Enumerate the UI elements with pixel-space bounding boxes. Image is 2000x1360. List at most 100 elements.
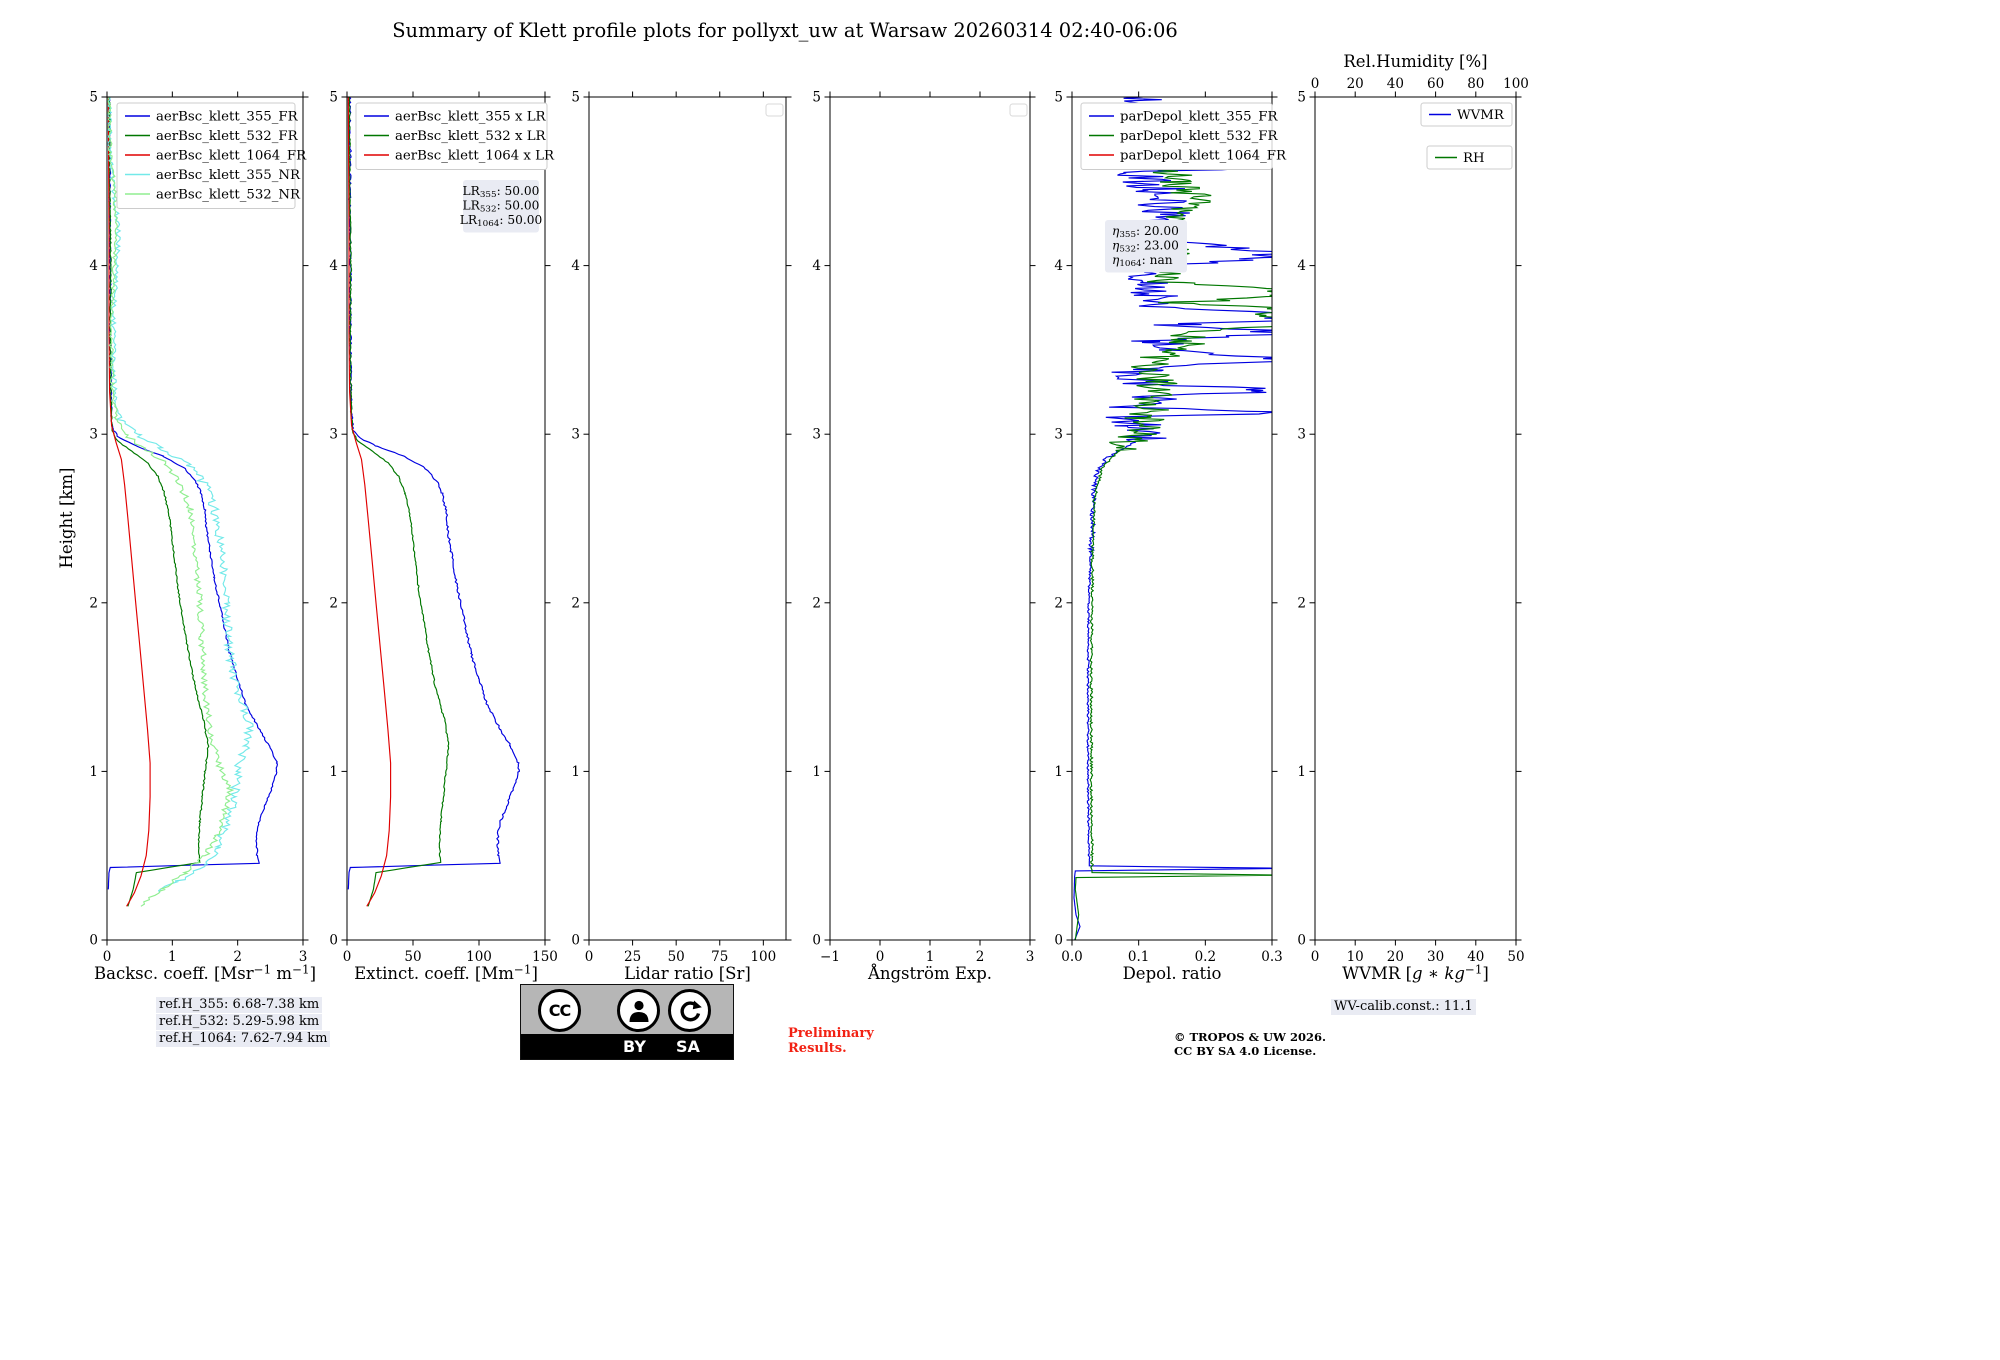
legend-label: aerBsc_klett_355 x LR: [395, 110, 547, 125]
y-tick-label: 0: [812, 933, 821, 949]
y-tick-label: 4: [812, 258, 821, 274]
ref-height-355: ref.H_355: 6.68-7.38 km: [156, 997, 323, 1013]
y-tick-label: 5: [1054, 90, 1063, 106]
legend-label: aerBsc_klett_355_FR: [156, 110, 299, 125]
wv-calib-note: WV-calib.const.: 11.1: [1331, 999, 1476, 1015]
annotation-line: LR532: 50.00: [463, 199, 540, 215]
preliminary-line-1: Preliminary: [788, 1026, 874, 1041]
annotation-box: [463, 180, 539, 233]
panel-backscatter: 0 1 2 3 0 1 2 3 4 5 Backsc. coeff. [Msr−1 m−1] Heig…: [57, 90, 316, 984]
x-tick-label: 1: [168, 949, 177, 965]
cc-icon: CC: [538, 989, 581, 1032]
annotation-line: LR1064: 50.00: [460, 213, 542, 229]
x-tick-top-label: 80: [1467, 76, 1484, 92]
copyright-line-1: © TROPOS & UW 2026.: [1174, 1030, 1326, 1044]
x-tick-label: 2: [976, 949, 985, 965]
share-alike-icon: [668, 989, 711, 1032]
x-axis-label: Ångström Exp.: [867, 963, 992, 983]
y-tick-label: 3: [571, 427, 580, 443]
y-tick-label: 1: [89, 764, 98, 780]
y-tick-label: 1: [1297, 764, 1306, 780]
cc-badge-bar: BY SA: [521, 1034, 733, 1059]
annotation-line: η532: 23.00: [1112, 239, 1179, 255]
copyright-line-2: CC BY SA 4.0 License.: [1174, 1043, 1317, 1058]
y-tick-label: 4: [329, 258, 338, 274]
series-aerExt_klett_1064: [347, 97, 392, 907]
x-tick-label: 10: [1347, 949, 1364, 965]
copyright-note: © TROPOS & UW 2026. CC BY SA 4.0 License…: [1174, 1030, 1326, 1058]
x-tick-top-label: 100: [1503, 76, 1529, 92]
y-tick-label: 3: [1054, 427, 1063, 443]
y-tick-label: 0: [571, 933, 580, 949]
x-tick-label: 0: [876, 949, 885, 965]
y-tick-label: 4: [571, 258, 580, 274]
x-tick-label: 100: [466, 949, 492, 965]
x-tick-label: 3: [1026, 949, 1035, 965]
preliminary-line-2: Results.: [788, 1041, 847, 1056]
axes-frame: [1314, 96, 1517, 941]
legend-box: [1420, 102, 1513, 127]
series-aerBsc_klett_532_NR: [107, 97, 235, 907]
x-tick-label: 40: [1467, 949, 1484, 965]
axes-frame: [1071, 96, 1273, 941]
panel-extinction: 0 50 100 150 0 1 2 3 4 5 Extinct. coeff. [Mm−1] aer…: [329, 90, 557, 984]
x-tick-top-label: 0: [1311, 76, 1320, 92]
y-tick-label: 3: [1297, 427, 1306, 443]
y-tick-label: 2: [89, 595, 98, 611]
x-tick-label: 1: [926, 949, 935, 965]
cc-icon-label: CC: [548, 1001, 572, 1020]
x-tick-label: 3: [299, 949, 308, 965]
series-aerBsc_klett_355_FR: [107, 97, 279, 890]
figure-title: Summary of Klett profile plots for polly…: [392, 19, 1178, 42]
curves: [107, 97, 279, 907]
x-tick-top-label: 20: [1347, 76, 1364, 92]
legend-box-empty: [765, 103, 784, 117]
y-tick-label: 4: [1054, 258, 1063, 274]
x-tick-top-label: 40: [1387, 76, 1404, 92]
x-axis-label: Lidar ratio [Sr]: [624, 964, 751, 983]
axes-frame: [106, 96, 304, 941]
legend-label: parDepol_klett_532_FR: [1120, 129, 1279, 144]
y-tick-label: 0: [1054, 933, 1063, 949]
y-tick-label: 3: [89, 427, 98, 443]
x-tick-label: 50: [668, 949, 685, 965]
annotation-line: η355: 20.00: [1112, 224, 1179, 240]
y-tick-label: 1: [812, 764, 821, 780]
legend-box: [355, 102, 548, 170]
x-tick-label: 0: [585, 949, 594, 965]
series-aerExt_klett_532: [348, 97, 450, 907]
axes-frame: [829, 96, 1031, 941]
x-tick-label: −1: [820, 949, 840, 965]
ref-height-1064: ref.H_1064: 7.62-7.94 km: [156, 1031, 331, 1047]
cc-by-sa-badge: CC BY SA: [520, 984, 734, 1060]
legend-box-empty: [1009, 103, 1028, 117]
y-tick-label: 2: [571, 595, 580, 611]
y-tick-label: 0: [329, 933, 338, 949]
panel-lidar_ratio: 0 25 50 75 100 0 1 2 3 4 5 Lidar ratio [Sr]: [571, 90, 792, 983]
x-tick-label: 50: [1507, 949, 1524, 965]
x-tick-label: 0.2: [1195, 949, 1216, 965]
y-tick-label: 0: [89, 933, 98, 949]
ref-height-532: ref.H_532: 5.29-5.98 km: [156, 1014, 323, 1030]
axes-frame: [588, 96, 787, 941]
legend-box: [116, 102, 296, 209]
legend-box: [1080, 102, 1273, 170]
x-axis-label: WVMR [g ∗ kg−1]: [1342, 963, 1489, 983]
y-tick-label: 4: [1297, 258, 1306, 274]
legend-label: aerBsc_klett_355_NR: [156, 168, 301, 183]
x-tick-top-label: 60: [1427, 76, 1444, 92]
y-tick-label: 1: [329, 764, 338, 780]
preliminary-results-note: Preliminary Results.: [788, 1026, 874, 1056]
legend-label: parDepol_klett_355_FR: [1120, 110, 1279, 125]
cc-by-label: BY: [623, 1037, 646, 1056]
x-tick-label: 100: [750, 949, 776, 965]
panel-wvmr: 0 10 20 30 40 50 0 20 40 60 80 100 Rel.Humidity [%] 0…: [1297, 52, 1528, 983]
y-tick-label: 1: [571, 764, 580, 780]
y-tick-label: 5: [812, 90, 821, 106]
y-tick-label: 2: [1297, 595, 1306, 611]
series-aerBsc_klett_1064_FR: [107, 97, 151, 907]
legend-label: aerBsc_klett_532 x LR: [395, 129, 547, 144]
y-tick-label: 5: [1297, 90, 1306, 106]
